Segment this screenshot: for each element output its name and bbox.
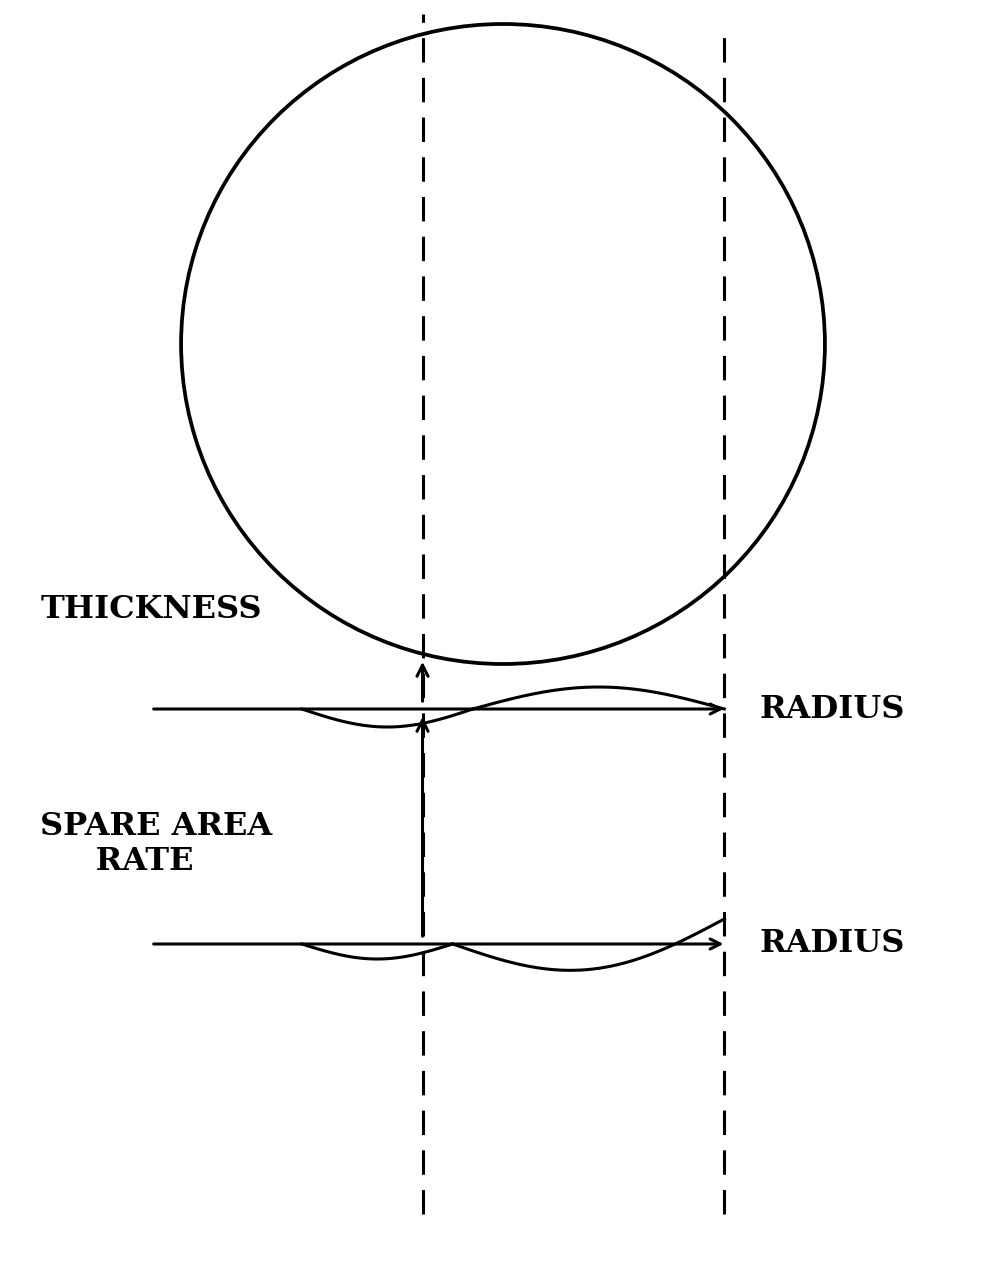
Text: SPARE AREA
     RATE: SPARE AREA RATE bbox=[40, 810, 273, 877]
Text: THICKNESS: THICKNESS bbox=[40, 594, 262, 624]
Text: RADIUS: RADIUS bbox=[760, 929, 905, 959]
Text: RADIUS: RADIUS bbox=[760, 694, 905, 724]
